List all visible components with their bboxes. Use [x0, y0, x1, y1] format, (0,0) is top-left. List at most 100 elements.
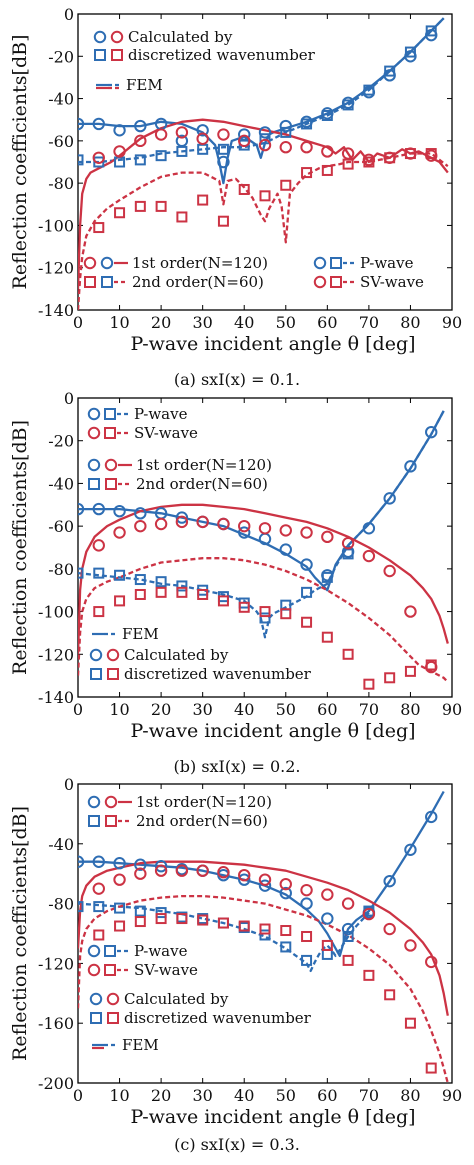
legend-label: 1st order(N=120)	[136, 793, 272, 811]
legend-square-marker	[94, 49, 106, 61]
y-axis-label: Reflection coefficients[dB]	[9, 806, 31, 1061]
data-point-circle	[362, 907, 376, 921]
x-axis-label: P-wave incident angle θ [deg]	[130, 333, 415, 355]
y-tick-label: -60	[48, 132, 74, 151]
data-point-square	[321, 164, 333, 176]
data-point-circle	[113, 124, 126, 137]
legend-circle-marker	[87, 795, 101, 809]
y-tick-label: -80	[48, 560, 74, 579]
legend-circle-marker	[106, 992, 120, 1006]
legend-label: P-wave	[134, 405, 188, 423]
data-point-square	[404, 1017, 416, 1029]
legend-square-marker	[330, 257, 342, 269]
x-tick-label: 80	[400, 1086, 420, 1105]
data-point-square	[384, 672, 396, 684]
y-tick-label: -100	[38, 603, 74, 622]
data-point-square	[197, 588, 209, 600]
x-tick-label: 90	[442, 313, 462, 332]
data-point-circle	[196, 124, 209, 137]
legend-label: discretized wavenumber	[124, 1009, 312, 1027]
x-tick-label: 30	[192, 313, 212, 332]
data-point-circle	[134, 867, 147, 880]
data-point-circle	[404, 843, 417, 856]
x-tick-label: 60	[317, 700, 337, 719]
legend-label: discretized wavenumber	[124, 665, 312, 683]
data-point-square	[238, 601, 250, 613]
legend: 1st order(N=120)2nd order(N=60) P-waveSV-…	[87, 793, 312, 1054]
panel-caption: (a) sxI(x) = 0.1.	[174, 370, 300, 389]
y-tick-label: -120	[38, 954, 74, 973]
data-point-square	[134, 154, 146, 166]
legend-square-marker	[90, 1012, 102, 1024]
y-tick-label: -20	[48, 47, 74, 66]
series-line	[78, 118, 449, 289]
x-tick-label: 40	[234, 313, 254, 332]
data-point-square	[134, 905, 146, 917]
plot-area	[78, 17, 449, 310]
data-point-circle	[279, 886, 292, 900]
data-point-square	[280, 608, 292, 620]
data-point-square	[321, 948, 333, 960]
y-tick-label: -40	[48, 90, 74, 109]
data-point-circle	[134, 858, 147, 871]
data-point-square	[155, 150, 167, 162]
data-point-circle	[279, 543, 292, 556]
x-tick-label: 60	[317, 313, 337, 332]
data-point-circle	[404, 460, 417, 473]
y-tick-label: -160	[38, 1014, 74, 1033]
data-point-circle	[258, 522, 272, 535]
data-point-square	[404, 148, 416, 160]
plot-frame	[77, 397, 453, 698]
data-point-circle	[279, 877, 292, 891]
data-point-square	[134, 588, 146, 600]
data-point-square	[217, 143, 229, 155]
data-point-square	[155, 200, 167, 212]
x-tick-label: 50	[276, 1086, 296, 1105]
data-point-square	[259, 133, 271, 145]
data-point-square	[363, 969, 375, 981]
data-point-circle	[238, 868, 251, 882]
data-point-square	[301, 118, 313, 130]
x-tick-label: 20	[151, 700, 171, 719]
x-tick-label: 10	[109, 313, 129, 332]
y-axis-label: Reflection coefficients[dB]	[9, 35, 31, 290]
plot-area	[78, 790, 449, 1083]
legend-circle-marker	[83, 256, 97, 270]
legend-square-marker	[104, 408, 116, 420]
x-tick-label: 0	[73, 700, 83, 719]
data-point-square	[321, 631, 333, 643]
x-tick-label: 80	[400, 700, 420, 719]
x-tick-label: 60	[317, 1086, 337, 1105]
data-point-circle	[383, 492, 396, 505]
data-point-square	[301, 586, 313, 598]
data-point-circle	[238, 526, 251, 539]
data-point-square	[134, 916, 146, 928]
data-point-circle	[154, 517, 168, 531]
data-point-circle	[238, 873, 251, 886]
legend-square-marker	[107, 668, 119, 680]
data-point-circle	[341, 537, 355, 550]
data-point-circle	[425, 425, 438, 439]
x-tick-label: 10	[109, 1086, 129, 1105]
legend-square-marker	[88, 478, 100, 490]
x-tick-label: 0	[73, 1086, 83, 1105]
data-point-circle	[425, 810, 438, 824]
legend-circle-marker	[87, 426, 101, 440]
data-point-square	[78, 901, 84, 913]
x-tick-label: 50	[276, 313, 296, 332]
data-point-square	[197, 194, 209, 206]
x-tick-label: 10	[109, 700, 129, 719]
chart-panel-b: 0 10 20 30 40 50 60 70 80 90 0 -20 -40 -60 -80 -100 -120…	[9, 389, 462, 776]
y-tick-label: -80	[48, 895, 74, 914]
x-tick-label: 70	[359, 1086, 379, 1105]
legend-label: P-wave	[134, 942, 188, 960]
y-tick-label: -100	[38, 216, 74, 235]
data-point-circle	[217, 128, 230, 141]
chart-panel-c: 0 10 20 30 40 50 60 70 80 90 0 -40 -80 -120 -160 -200 P-…	[9, 775, 462, 1154]
legend-label: 2nd order(N=60)	[136, 475, 268, 493]
data-point-circle	[175, 515, 189, 529]
data-point-square	[238, 920, 250, 932]
x-tick-label: 0	[73, 313, 83, 332]
y-tick-label: -20	[48, 432, 74, 451]
